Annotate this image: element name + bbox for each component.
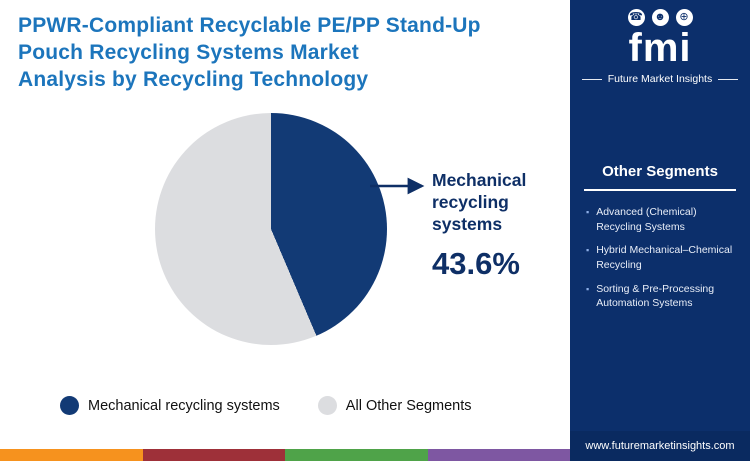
logo-text: fmi (628, 26, 692, 70)
title-line-3: Analysis by Recycling Technology (18, 68, 369, 91)
website-link[interactable]: www.futuremarketinsights.com (585, 440, 735, 452)
logo-icons-row: ☎ ☻ ⊕ (570, 9, 750, 26)
list-item: ▪ Advanced (Chemical) Recycling Systems (586, 205, 738, 234)
list-item: ▪ Hybrid Mechanical–Chemical Recycling (586, 243, 738, 272)
legend-item-other: All Other Segments (317, 396, 472, 415)
list-item-label: Advanced (Chemical) Recycling Systems (596, 206, 697, 233)
callout-arrow (370, 177, 425, 195)
title-line-2: Pouch Recycling Systems Market (18, 41, 359, 64)
phone-icon: ☎ (627, 9, 645, 26)
stripe-segment (0, 449, 143, 461)
pie-chart (155, 113, 387, 345)
fmi-logo: ☎ ☻ ⊕ fmi Future Market Insights (570, 0, 750, 85)
list-item: ▪ Sorting & Pre-Processing Automation Sy… (586, 282, 738, 311)
list-item-label: Hybrid Mechanical–Chemical Recycling (596, 244, 733, 272)
stripe-segment (285, 449, 428, 461)
bullet-icon: ▪ (586, 245, 590, 256)
legend-label: Mechanical recycling systems (88, 397, 280, 414)
person-icon: ☻ (651, 9, 669, 26)
callout-label: Mechanical recycling systems (432, 170, 527, 234)
legend-item-mechanical: Mechanical recycling systems (60, 396, 280, 415)
stripe-segment (142, 449, 285, 461)
page-title: PPWR-Compliant Recyclable PE/PP Stand-Up… (0, 0, 570, 93)
sidebar: ☎ ☻ ⊕ fmi Future Market Insights Other S… (570, 0, 750, 461)
tagline-rule-right (718, 78, 738, 80)
title-line-1: PPWR-Compliant Recyclable PE/PP Stand-Up (18, 14, 481, 37)
bullet-icon: ▪ (586, 283, 590, 294)
chart-legend: Mechanical recycling systems All Other S… (60, 396, 472, 415)
legend-swatch (317, 396, 337, 415)
stripe-segment (427, 449, 570, 461)
website-band: www.futuremarketinsights.com (570, 431, 750, 461)
legend-label: All Other Segments (345, 397, 472, 414)
legend-swatch (60, 396, 79, 415)
main-area: PPWR-Compliant Recyclable PE/PP Stand-Up… (0, 0, 570, 415)
list-item-label: Sorting & Pre-Processing Automation Syst… (596, 282, 715, 310)
logo-tagline: Future Market Insights (582, 73, 738, 85)
bullet-icon: ▪ (586, 207, 590, 217)
callout-value: 43.6% (432, 245, 520, 281)
footer-stripe (0, 449, 570, 461)
other-segments-list: ▪ Advanced (Chemical) Recycling Systems … (586, 205, 738, 311)
globe-icon: ⊕ (675, 9, 693, 26)
other-segments-heading: Other Segments (584, 163, 736, 191)
tagline-text: Future Market Insights (607, 73, 713, 85)
pie-callout: Mechanical recycling systems 43.6% (432, 170, 550, 282)
tagline-rule-left (582, 78, 602, 80)
